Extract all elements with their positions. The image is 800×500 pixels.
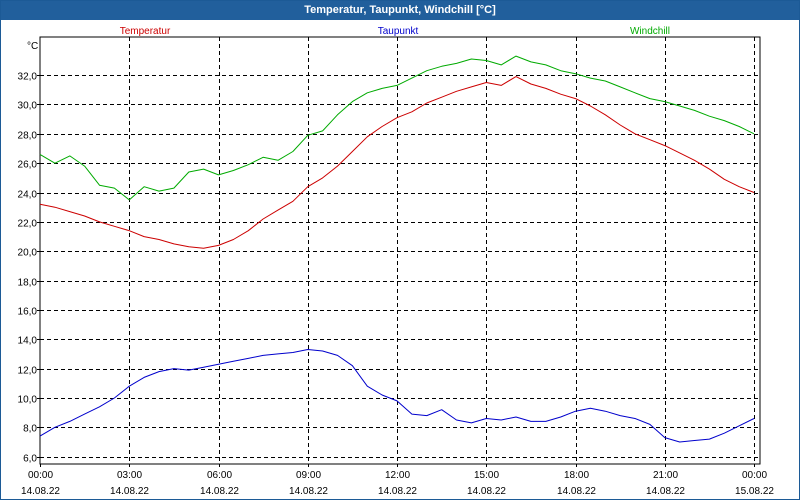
y-tick-label: 16,0 bbox=[18, 307, 38, 318]
x-tick-date: 14.08.22 bbox=[646, 486, 685, 497]
x-tick-date: 14.08.22 bbox=[557, 486, 596, 497]
y-tick-label: 8,0 bbox=[23, 424, 37, 435]
x-tick-time: 03:00 bbox=[117, 470, 142, 481]
y-tick-label: 32,0 bbox=[18, 72, 38, 83]
legend-entry-taupunkt: Taupunkt bbox=[378, 26, 419, 37]
x-tick-time: 18:00 bbox=[564, 470, 589, 481]
x-tick-time: 09:00 bbox=[296, 470, 321, 481]
y-tick-label: 18,0 bbox=[18, 278, 38, 289]
y-tick-label: 28,0 bbox=[18, 131, 38, 142]
x-tick-date: 14.08.22 bbox=[289, 486, 328, 497]
y-tick-label: 10,0 bbox=[18, 395, 38, 406]
x-tick-time: 06:00 bbox=[207, 470, 232, 481]
y-tick-label: 22,0 bbox=[18, 219, 38, 230]
series-line-temperatur bbox=[39, 76, 755, 249]
x-tick-date: 15.08.22 bbox=[735, 486, 774, 497]
window-title: Temperatur, Taupunkt, Windchill [°C] bbox=[1, 1, 799, 20]
y-axis-label: °C bbox=[27, 41, 38, 52]
x-tick-date: 14.08.22 bbox=[467, 486, 506, 497]
grid bbox=[39, 36, 761, 465]
legend: Temperatur Taupunkt Windchill bbox=[120, 26, 670, 37]
y-tick-label: 30,0 bbox=[18, 101, 38, 112]
series bbox=[39, 55, 755, 443]
y-tick-label: 20,0 bbox=[18, 248, 38, 259]
plot-area bbox=[39, 36, 761, 465]
x-tick-date: 14.08.22 bbox=[110, 486, 149, 497]
y-tick-label: 12,0 bbox=[18, 366, 38, 377]
x-tick-date: 14.08.22 bbox=[200, 486, 239, 497]
x-tick-time: 00:00 bbox=[28, 470, 53, 481]
legend-entry-windchill: Windchill bbox=[630, 26, 670, 37]
y-tick-label: 26,0 bbox=[18, 160, 38, 171]
legend-entry-temperatur: Temperatur bbox=[120, 26, 171, 37]
x-tick-date: 14.08.22 bbox=[21, 486, 60, 497]
axes: 6,0 8,0 10,0 12,0 14,0 16,0 18,0 20,0 22,0 24,0 26… bbox=[18, 41, 775, 497]
series-line-windchill bbox=[39, 55, 755, 201]
x-tick-time: 12:00 bbox=[385, 470, 410, 481]
x-tick-date: 14.08.22 bbox=[378, 486, 417, 497]
x-tick-time: 00:00 bbox=[742, 470, 767, 481]
y-tick-label: 14,0 bbox=[18, 336, 38, 347]
x-tick-time: 15:00 bbox=[474, 470, 499, 481]
series-line-taupunkt bbox=[39, 349, 755, 443]
x-tick-time: 21:00 bbox=[653, 470, 678, 481]
y-tick-label: 24,0 bbox=[18, 190, 38, 201]
y-tick-label: 6,0 bbox=[23, 454, 37, 465]
